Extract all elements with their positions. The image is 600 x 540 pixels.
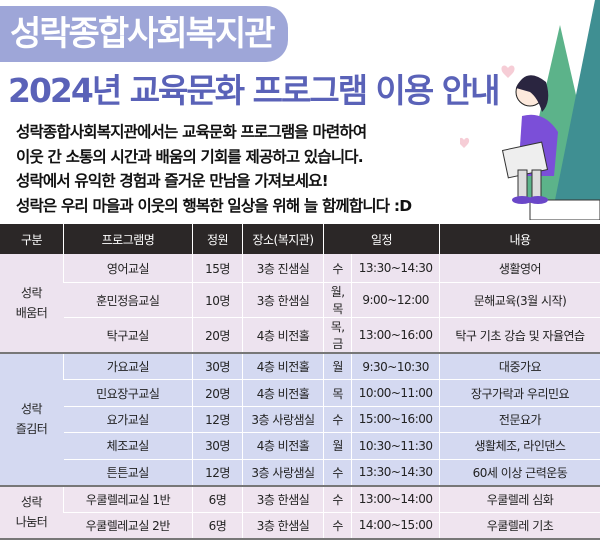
day-cell: 목, 금 <box>324 318 352 354</box>
day-cell: 수 <box>324 406 352 432</box>
program-name-cell: 우쿨렐레교실 1반 <box>64 486 193 513</box>
time-cell: 9:00~12:00 <box>352 283 440 318</box>
location-cell: 4층 비전홀 <box>243 353 324 380</box>
day-cell: 월 <box>324 353 352 380</box>
location-cell: 3층 진샘실 <box>243 254 324 283</box>
time-cell: 10:00~11:00 <box>352 380 440 406</box>
program-name-cell: 우쿨렐레교실 2반 <box>64 512 193 539</box>
location-cell: 4층 비전홀 <box>243 433 324 459</box>
time-cell: 13:30~14:30 <box>352 254 440 283</box>
capacity-cell: 20명 <box>193 318 243 354</box>
day-cell: 목 <box>324 380 352 406</box>
intro-line: 이웃 간 소통의 시간과 배움의 기회를 제공하고 있습니다. <box>16 145 411 170</box>
group-label: 성락 나눔터 <box>0 486 64 539</box>
time-cell: 13:00~14:00 <box>352 486 440 513</box>
program-name-cell: 영어교실 <box>64 254 193 283</box>
time-cell: 13:30~14:30 <box>352 459 440 486</box>
capacity-cell: 12명 <box>193 406 243 432</box>
day-cell: 수 <box>324 254 352 283</box>
description-cell: 우쿨렐레 심화 <box>440 486 600 513</box>
capacity-cell: 30명 <box>193 353 243 380</box>
intro-line: 성락은 우리 마을과 이웃의 행복한 일상을 위해 늘 함께합니다 :D <box>16 194 411 219</box>
intro-text: 성락종합사회복지관에서는 교육문화 프로그램을 마련하여 이웃 간 소통의 시간… <box>16 120 411 218</box>
intro-line: 성락에서 유익한 경험과 즐거운 만남을 가져보세요! <box>16 169 411 194</box>
capacity-cell: 15명 <box>193 254 243 283</box>
day-cell: 수 <box>324 486 352 513</box>
day-cell: 수 <box>324 459 352 486</box>
woman-with-laptop-illustration <box>460 0 600 220</box>
description-cell: 탁구 기초 강습 및 자율연습 <box>440 318 600 354</box>
description-cell: 문해교육(3월 시작) <box>440 283 600 318</box>
time-cell: 14:00~15:00 <box>352 512 440 539</box>
group-label: 성락 배움터 <box>0 254 64 353</box>
group-label: 성락 즐김터 <box>0 353 64 486</box>
day-cell: 월, 목 <box>324 283 352 318</box>
program-name-cell: 가요교실 <box>64 353 193 380</box>
time-cell: 9:30~10:30 <box>352 353 440 380</box>
capacity-cell: 30명 <box>193 433 243 459</box>
intro-line: 성락종합사회복지관에서는 교육문화 프로그램을 마련하여 <box>16 120 411 145</box>
day-cell: 수 <box>324 512 352 539</box>
location-cell: 3층 사랑샘실 <box>243 459 324 486</box>
location-cell: 3층 한샘실 <box>243 283 324 318</box>
page-title: 2024년 교육문화 프로그램 이용 안내 <box>8 64 498 112</box>
description-cell: 생활체조, 라인댄스 <box>440 433 600 459</box>
location-cell: 3층 사랑샘실 <box>243 406 324 432</box>
column-header: 일정 <box>324 224 440 254</box>
capacity-cell: 6명 <box>193 486 243 513</box>
program-name-cell: 요가교실 <box>64 406 193 432</box>
program-name-cell: 민요장구교실 <box>64 380 193 406</box>
description-cell: 생활영어 <box>440 254 600 283</box>
program-name-cell: 튼튼교실 <box>64 459 193 486</box>
capacity-cell: 6명 <box>193 512 243 539</box>
description-cell: 전문요가 <box>440 406 600 432</box>
location-cell: 4층 비전홀 <box>243 380 324 406</box>
location-cell: 3층 한샘실 <box>243 486 324 513</box>
description-cell: 대중가요 <box>440 353 600 380</box>
program-name-cell: 훈민정음교실 <box>64 283 193 318</box>
column-header: 프로그램명 <box>64 224 193 254</box>
column-header: 정원 <box>193 224 243 254</box>
column-header: 내용 <box>440 224 600 254</box>
time-cell: 13:00~16:00 <box>352 318 440 354</box>
time-cell: 10:30~11:30 <box>352 433 440 459</box>
column-header: 구분 <box>0 224 64 254</box>
time-cell: 15:00~16:00 <box>352 406 440 432</box>
description-cell: 장구가락과 우리민요 <box>440 380 600 406</box>
description-cell: 60세 이상 근력운동 <box>440 459 600 486</box>
location-cell: 3층 한샘실 <box>243 512 324 539</box>
program-name-cell: 체조교실 <box>64 433 193 459</box>
org-name-banner: 성락종합사회복지관 <box>0 6 288 62</box>
capacity-cell: 10명 <box>193 283 243 318</box>
program-name-cell: 탁구교실 <box>64 318 193 354</box>
description-cell: 우쿨렐레 기초 <box>440 512 600 539</box>
column-header: 장소(복지관) <box>243 224 324 254</box>
day-cell: 월 <box>324 433 352 459</box>
capacity-cell: 20명 <box>193 380 243 406</box>
location-cell: 4층 비전홀 <box>243 318 324 354</box>
capacity-cell: 12명 <box>193 459 243 486</box>
